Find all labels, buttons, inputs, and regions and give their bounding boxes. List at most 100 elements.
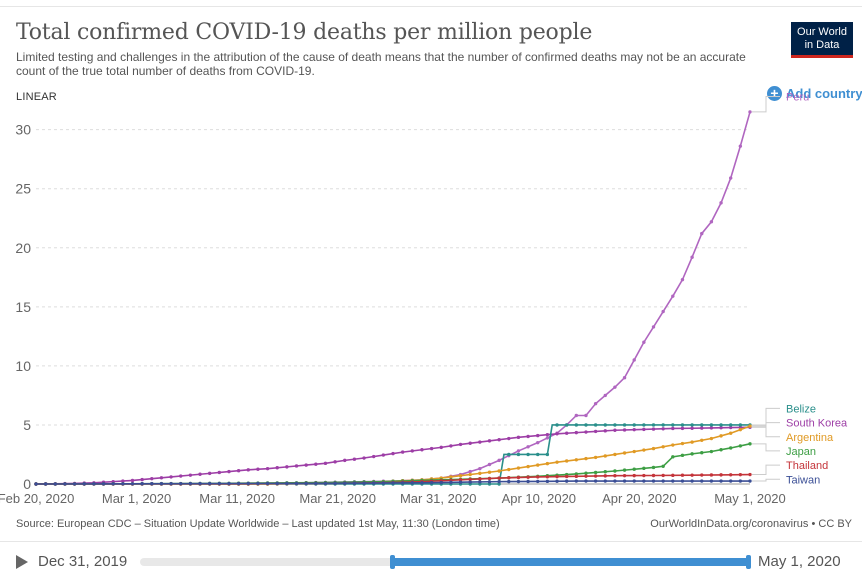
data-point	[632, 449, 636, 454]
data-point	[410, 481, 414, 485]
data-point	[738, 427, 743, 432]
data-point	[372, 454, 376, 459]
timeline-panel	[0, 541, 862, 574]
data-point	[53, 482, 57, 486]
data-point	[584, 474, 588, 478]
data-point	[545, 452, 550, 457]
data-point	[536, 479, 540, 484]
timeline-start-handle[interactable]	[390, 555, 395, 569]
logo-line-1: Our World	[797, 26, 847, 38]
data-point	[352, 481, 357, 485]
data-point	[651, 465, 656, 470]
data-point	[632, 473, 636, 478]
scale-toggle[interactable]: LINEAR	[16, 91, 57, 103]
owid-logo[interactable]: Our World in Data	[791, 22, 853, 58]
data-point	[536, 452, 540, 457]
data-point	[632, 423, 636, 427]
data-point	[671, 479, 675, 483]
data-point	[63, 482, 67, 486]
data-point	[536, 463, 540, 467]
data-point	[564, 474, 569, 479]
data-point	[748, 442, 752, 446]
data-point	[613, 423, 617, 427]
y-tick-label: 30	[15, 122, 31, 138]
series-label-japan: Japan	[786, 446, 816, 458]
add-country-button[interactable]: + Add country	[767, 86, 862, 101]
top-rule	[0, 0, 862, 7]
data-point	[593, 401, 598, 406]
data-point	[574, 430, 579, 435]
x-tick-label: Mar 1, 2020	[102, 491, 171, 506]
data-point	[449, 444, 453, 448]
x-tick-label: May 1, 2020	[714, 491, 786, 506]
data-point	[622, 479, 627, 483]
data-point	[603, 474, 607, 478]
data-point	[584, 413, 588, 418]
data-point	[729, 479, 733, 483]
add-country-label: Add country	[786, 86, 862, 101]
data-point	[487, 462, 492, 467]
data-point	[536, 475, 540, 479]
data-point	[207, 471, 212, 476]
timeline-start-date: Dec 31, 2019	[38, 553, 128, 570]
data-point	[632, 358, 636, 362]
data-point	[323, 481, 328, 486]
data-point	[246, 468, 250, 472]
data-point	[700, 473, 704, 477]
source-note: Source: European CDC – Situation Update …	[16, 518, 500, 530]
data-point	[690, 440, 694, 444]
data-point	[420, 448, 424, 452]
label-connector	[752, 407, 780, 426]
plus-icon: +	[767, 86, 782, 101]
data-point	[680, 473, 685, 477]
data-point	[410, 449, 414, 453]
data-point	[709, 220, 714, 224]
data-point	[603, 470, 607, 474]
data-point	[111, 482, 115, 486]
data-point	[584, 456, 588, 461]
timeline-end-handle[interactable]	[746, 555, 751, 569]
data-point	[545, 432, 550, 437]
data-point	[622, 473, 627, 478]
data-point	[478, 480, 482, 484]
data-point	[574, 474, 579, 479]
data-point	[121, 482, 125, 486]
data-point	[265, 466, 270, 471]
data-point	[458, 442, 463, 447]
data-point	[700, 423, 704, 427]
data-point	[198, 481, 202, 486]
data-point	[690, 452, 694, 456]
data-point	[468, 472, 472, 477]
data-point	[159, 476, 164, 480]
data-point	[729, 431, 733, 435]
data-point	[516, 479, 521, 484]
data-point	[584, 479, 588, 483]
data-point	[671, 473, 675, 478]
data-point	[642, 466, 646, 471]
data-point	[700, 450, 704, 455]
data-point	[593, 470, 598, 475]
data-point	[593, 423, 598, 427]
data-point	[613, 479, 617, 483]
data-point	[719, 473, 723, 477]
data-point	[680, 277, 685, 282]
data-point	[246, 481, 250, 486]
data-point	[680, 426, 685, 431]
data-point	[487, 480, 492, 484]
label-connector	[752, 422, 780, 428]
data-point	[507, 467, 511, 472]
license-link[interactable]: OurWorldInData.org/coronavirus • CC BY	[650, 518, 852, 530]
play-icon[interactable]	[16, 555, 28, 569]
data-point	[555, 479, 559, 483]
data-point	[217, 481, 222, 486]
data-point	[439, 445, 443, 450]
data-point	[169, 475, 173, 479]
data-point	[468, 477, 472, 482]
data-point	[690, 255, 694, 259]
label-connector	[752, 478, 780, 482]
data-point	[729, 423, 733, 427]
data-point	[507, 452, 511, 457]
data-point	[372, 481, 376, 485]
data-point	[719, 426, 723, 430]
data-point	[516, 466, 521, 470]
